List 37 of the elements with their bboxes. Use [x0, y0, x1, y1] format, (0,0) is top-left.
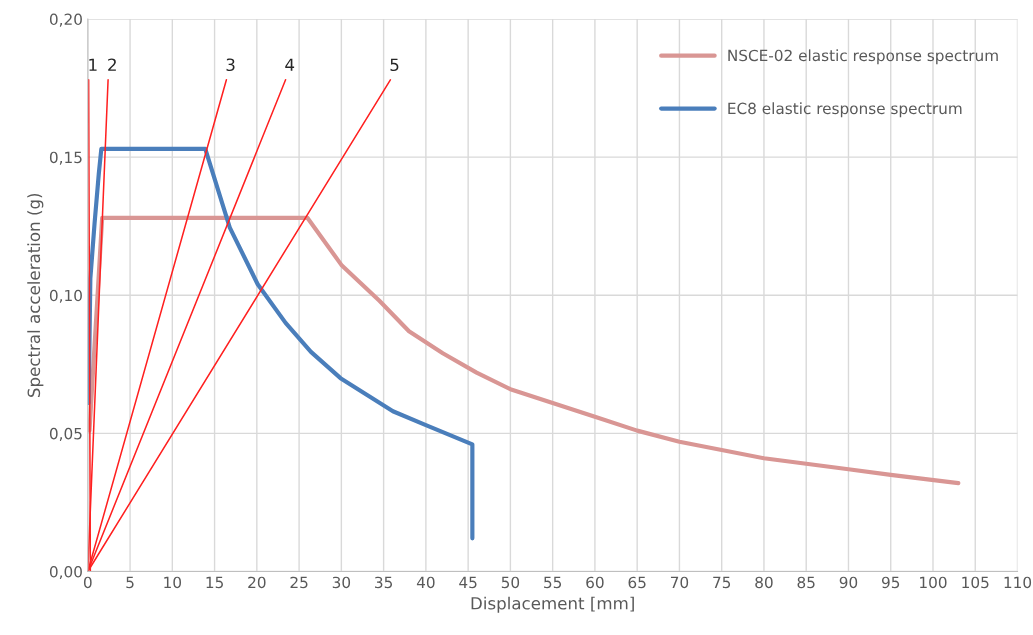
x-tick-label: 110: [1004, 576, 1032, 589]
x-tick-label: 35: [375, 576, 392, 589]
y-tick-label: 0,10: [49, 289, 82, 303]
legend-label: EC8 elastic response spectrum: [728, 102, 962, 118]
x-tick-label: 0: [83, 576, 92, 589]
annotation: 2: [108, 58, 116, 71]
legend-label: NSCE-02 elastic response spectrum: [728, 49, 998, 65]
x-tick-label: 30: [332, 576, 351, 589]
x-tick-label: 20: [248, 576, 266, 589]
x-tick-label: 45: [459, 576, 477, 589]
annotation: 3: [226, 58, 235, 72]
annotation: 1: [89, 58, 97, 71]
x-tick-label: 55: [544, 576, 562, 589]
y-tick-label: 0,15: [49, 151, 82, 165]
x-tick-label: 40: [416, 576, 435, 589]
x-tick-label: 60: [586, 576, 604, 589]
x-tick-label: 75: [713, 576, 731, 589]
x-tick-label: 85: [797, 576, 815, 589]
x-tick-label: 105: [962, 576, 989, 589]
annotation: 5: [390, 58, 399, 72]
y-tick-label: 0,20: [49, 13, 82, 27]
x-tick-label: 100: [920, 576, 947, 589]
x-tick-label: 65: [628, 576, 646, 589]
x-tick-label: 50: [501, 576, 520, 589]
x-axis-title: Displacement [mm]: [471, 596, 634, 613]
y-tick-label: 0,00: [49, 565, 82, 580]
x-tick-label: 25: [290, 576, 308, 589]
x-tick-label: 10: [164, 576, 182, 589]
x-tick-label: 15: [206, 576, 223, 589]
y-tick-label: 0,05: [49, 427, 82, 441]
annotation: 4: [285, 58, 295, 71]
x-tick-label: 95: [881, 576, 900, 589]
x-tick-label: 5: [126, 576, 134, 589]
y-axis-title: Spectral acceleration (g): [27, 193, 44, 398]
x-tick-label: 80: [755, 576, 773, 589]
x-tick-label: 70: [670, 576, 689, 589]
x-tick-label: 90: [839, 576, 858, 589]
